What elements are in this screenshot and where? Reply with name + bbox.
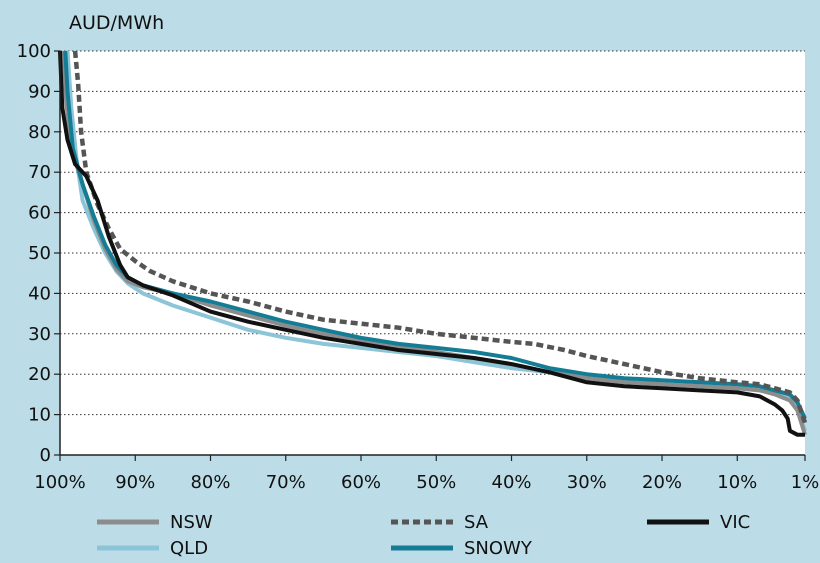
y-tick-label: 60 <box>28 203 51 224</box>
x-tick-label: 10% <box>717 472 757 493</box>
x-tick-label: 30% <box>567 472 607 493</box>
series-line-sa <box>72 50 808 424</box>
series-group <box>58 50 808 437</box>
x-tick-label: 70% <box>266 472 306 493</box>
x-tick-label: 60% <box>341 472 381 493</box>
series-line-snowy <box>63 50 807 420</box>
y-tick-label: 70 <box>28 162 51 183</box>
x-tick-label: 40% <box>492 472 532 493</box>
y-tick-label: 100 <box>17 41 51 62</box>
y-tick-label: 20 <box>28 364 51 385</box>
y-tick-label: 80 <box>28 122 51 143</box>
y-tick-label: 90 <box>28 81 51 102</box>
x-tick-label: 50% <box>416 472 456 493</box>
y-axis-ticks: 0 10 20 30 40 50 60 70 80 90 100 <box>17 41 60 466</box>
legend-label-qld: QLD <box>170 538 208 559</box>
x-axis-ticks: 100% 90% 80% 70% 60% 50% 40% 30% 20% 10% 1% <box>34 455 819 493</box>
y-tick-label: 10 <box>28 405 51 426</box>
y-axis-title: AUD/MWh <box>69 12 164 34</box>
legend-label-vic: VIC <box>720 512 750 533</box>
x-tick-label: 80% <box>190 472 230 493</box>
x-tick-label: 1% <box>791 472 820 493</box>
x-tick-label: 20% <box>642 472 682 493</box>
y-tick-label: 40 <box>28 283 51 304</box>
y-tick-label: 0 <box>40 445 51 466</box>
legend: NSW QLD SA VIC SNOWY <box>97 512 750 559</box>
legend-label-nsw: NSW <box>170 512 213 533</box>
x-tick-label: 90% <box>115 472 155 493</box>
series-line-vic <box>58 50 805 437</box>
y-tick-label: 30 <box>28 324 51 345</box>
x-tick-label: 100% <box>34 472 85 493</box>
y-tick-label: 50 <box>28 243 51 264</box>
legend-label-sa: SA <box>464 512 489 533</box>
legend-label-snowy: SNOWY <box>464 538 533 559</box>
